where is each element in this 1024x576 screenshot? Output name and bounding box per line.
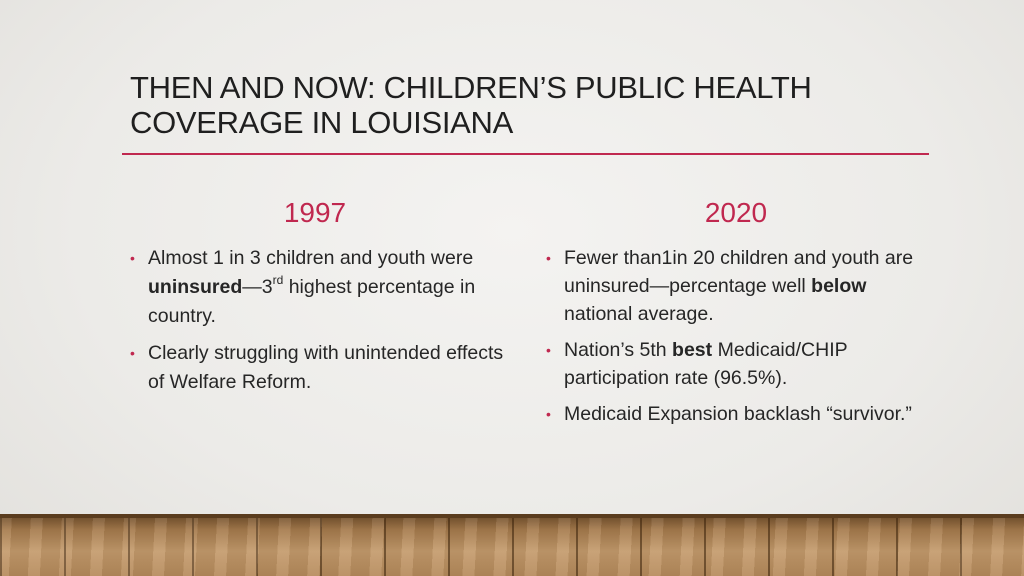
list-item: • Nation’s 5th best Medicaid/CHIP partic… bbox=[546, 336, 926, 392]
bullet-list-2020: • Fewer than1in 20 children and youth ar… bbox=[546, 244, 926, 428]
ordinal-suffix: rd bbox=[272, 272, 284, 287]
list-item: • Fewer than1in 20 children and youth ar… bbox=[546, 244, 926, 328]
wood-floor-decoration bbox=[0, 514, 1024, 576]
bullet-list-1997: • Almost 1 in 3 children and youth were … bbox=[130, 244, 510, 397]
list-item: • Medicaid Expansion backlash “survivor.… bbox=[546, 400, 926, 428]
bullet-icon: • bbox=[130, 250, 135, 266]
bullet-icon: • bbox=[546, 406, 551, 422]
list-item: • Clearly struggling with unintended eff… bbox=[130, 339, 510, 397]
slide-title: Then and Now: Children’s Public Health C… bbox=[130, 70, 910, 140]
title-divider bbox=[122, 153, 929, 155]
bullet-icon: • bbox=[130, 345, 135, 361]
column-heading-1997: 1997 bbox=[283, 197, 347, 228]
column-2020: 2020 • Fewer than1in 20 children and you… bbox=[546, 196, 926, 436]
bullet-icon: • bbox=[546, 250, 551, 266]
bullet-icon: • bbox=[546, 342, 551, 358]
title-line-1: Then and Now: Children’s Public Health bbox=[130, 70, 812, 105]
list-item: • Almost 1 in 3 children and youth were … bbox=[130, 244, 510, 331]
emphasis: best bbox=[672, 339, 713, 361]
title-line-2: Coverage in Louisiana bbox=[130, 105, 514, 140]
emphasis: uninsured bbox=[148, 276, 243, 298]
emphasis: below bbox=[811, 275, 867, 297]
column-1997: 1997 • Almost 1 in 3 children and youth … bbox=[130, 196, 510, 405]
column-heading-2020: 2020 bbox=[704, 197, 768, 228]
